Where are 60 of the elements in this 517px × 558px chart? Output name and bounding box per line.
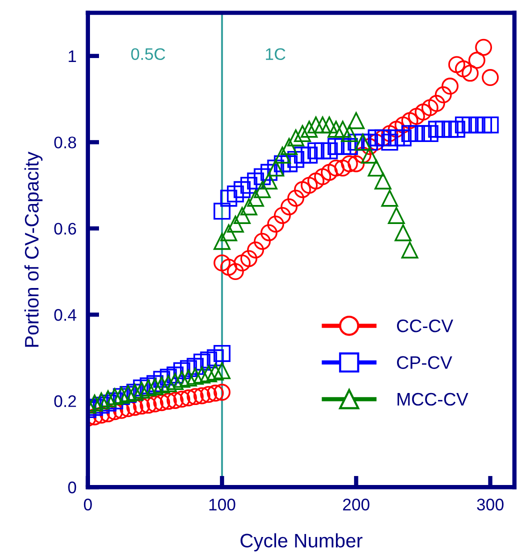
x-tick-label: 0 [84, 498, 92, 510]
point [348, 112, 365, 130]
y-tick-label: 0.8 [54, 136, 76, 148]
point [220, 224, 238, 242]
annotation: 0.5C [131, 48, 166, 60]
point [320, 116, 338, 134]
legend-label: MCC-CV [398, 392, 468, 406]
point [166, 373, 184, 390]
point [307, 116, 324, 134]
x-tick-label: 200 [343, 498, 370, 510]
point [146, 378, 164, 396]
point [314, 116, 332, 134]
point [374, 172, 392, 190]
point [226, 216, 244, 233]
point [394, 224, 412, 242]
point [254, 181, 271, 198]
point [328, 120, 344, 138]
point [280, 138, 298, 155]
point [274, 146, 291, 164]
point [381, 190, 398, 207]
y-tick-label: 0.6 [54, 222, 76, 235]
point [214, 362, 230, 380]
point [388, 207, 405, 224]
point [92, 392, 110, 410]
point [100, 390, 116, 408]
point [193, 366, 210, 384]
point [133, 382, 150, 399]
x-tick-label: 100 [209, 498, 236, 510]
point [214, 232, 230, 250]
point [247, 190, 264, 207]
x-axis-title: Cycle Number [240, 533, 362, 552]
annotation: 1C [266, 48, 286, 60]
point [340, 125, 358, 142]
legend-label: CC-CV [397, 319, 454, 332]
point [160, 375, 177, 392]
y-tick-label: 0.2 [54, 395, 76, 408]
point [200, 365, 218, 382]
y-tick-label: 0.4 [54, 309, 76, 321]
point [88, 394, 104, 412]
point [173, 370, 190, 388]
x-tick-label: 300 [477, 498, 504, 510]
y-axis-title: Portion of CV-Capacity [24, 152, 42, 347]
point [300, 120, 318, 138]
point [334, 120, 352, 138]
y-tick-label: 1 [68, 50, 76, 62]
point [180, 370, 197, 387]
point [368, 160, 385, 177]
point [361, 146, 378, 164]
point [240, 198, 258, 216]
point [153, 376, 170, 394]
point [106, 388, 124, 406]
point [186, 368, 204, 385]
point [260, 172, 278, 190]
y-tick-label: 0 [68, 482, 76, 494]
point [206, 364, 224, 380]
point [287, 129, 304, 146]
point [401, 242, 418, 258]
point [234, 207, 251, 224]
point [294, 125, 311, 142]
legend-label: CP-CV [397, 356, 452, 369]
